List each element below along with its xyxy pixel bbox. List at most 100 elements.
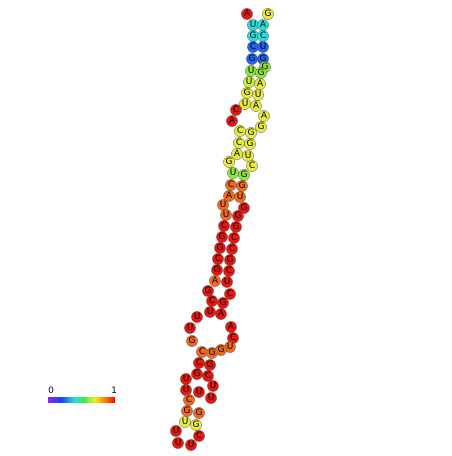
nucleotide-label: C: [229, 244, 235, 254]
nucleotide-label: U: [227, 342, 234, 352]
nucleotide-label: A: [257, 79, 264, 89]
nucleotide-label: A: [253, 101, 260, 111]
nucleotide: [184, 322, 196, 334]
nucleotide-label: A: [234, 149, 241, 159]
nucleotide-label: U: [210, 381, 217, 391]
nucleotide: [193, 430, 205, 442]
nucleotide: [262, 8, 274, 20]
nucleotide-label: U: [183, 374, 190, 384]
nucleotide-label: U: [242, 99, 249, 109]
nucleotide-label: C: [230, 333, 236, 343]
nucleotide-label: C: [226, 266, 232, 276]
nucleotide-label: G: [235, 211, 242, 221]
nucleotide-label: U: [207, 307, 214, 317]
nucleotide-label: G: [244, 88, 251, 98]
nucleotide: [241, 8, 253, 20]
nucleotide-label: G: [217, 243, 224, 253]
nucleotide-label: A: [228, 322, 235, 332]
nucleotide-label: C: [196, 358, 202, 368]
nucleotide-label: U: [223, 210, 230, 220]
nucleotide-label: G: [194, 369, 201, 379]
nucleotide-label: A: [261, 111, 268, 121]
nucleotide: [202, 285, 214, 297]
nucleotide-label: G: [205, 286, 212, 296]
nucleotide: [255, 121, 267, 133]
nucleotide-label: G: [247, 139, 254, 149]
nucleotide-label: G: [265, 9, 272, 19]
nucleotide: [193, 407, 205, 419]
nucleotide: [170, 425, 182, 437]
nucleotide-label: G: [262, 62, 269, 72]
nucleotide-label: G: [226, 157, 233, 167]
nucleotide: [257, 41, 269, 53]
nucleotide-label: A: [218, 309, 225, 319]
nucleotide: [190, 419, 202, 431]
nucleotide-label: U: [183, 385, 190, 395]
nucleotide-label: G: [214, 265, 221, 275]
nucleotide-label: U: [230, 168, 237, 178]
nucleotide-label: U: [196, 387, 203, 397]
nucleotide: [215, 344, 227, 356]
nucleotide-label: C: [199, 347, 205, 357]
nucleotide-label: U: [194, 312, 201, 322]
nucleotide-label: G: [241, 170, 248, 180]
nucleotide: [185, 439, 197, 451]
nucleotide-label: U: [237, 192, 244, 202]
nucleotide: [202, 370, 214, 382]
nucleotide-label: C: [250, 42, 256, 52]
nucleotide: [172, 437, 184, 449]
nucleotide-label: C: [221, 221, 227, 231]
nucleotide-label: U: [188, 440, 195, 450]
nucleotide-label: C: [260, 31, 266, 41]
nucleotide-label: U: [250, 20, 257, 30]
nucleotide-label: G: [239, 181, 246, 191]
nucleotide: [234, 191, 246, 203]
nucleotide-label: C: [249, 161, 255, 171]
nucleotide-label: U: [246, 77, 253, 87]
nucleotide-label: A: [260, 20, 267, 30]
nucleotide: [250, 100, 262, 112]
nucleotide-label: G: [218, 345, 225, 355]
nucleotide-label: G: [196, 408, 203, 418]
nucleotide-label: U: [208, 393, 215, 403]
nucleotide-label: U: [173, 426, 180, 436]
nucleotide-label: C: [209, 296, 215, 306]
nucleotide-label: G: [258, 122, 265, 132]
nucleotide-label: G: [260, 54, 267, 64]
nucleotide-label: G: [219, 232, 226, 242]
nucleotide-label: U: [245, 151, 252, 161]
nucleotide-label: G: [184, 406, 191, 416]
nucleotide: [226, 115, 238, 127]
nucleotide: [224, 288, 236, 300]
nucleotide-label: G: [193, 420, 200, 430]
nucleotide-label: G: [233, 222, 240, 232]
colorbar-max: 1: [111, 386, 117, 396]
nucleotide: [215, 308, 227, 320]
nucleotide-label: G: [189, 336, 196, 346]
nucleotide: [179, 416, 191, 428]
nucleotide-label: G: [241, 203, 248, 213]
nucleotide-label: C: [205, 371, 211, 381]
nucleotide-label: G: [258, 68, 265, 78]
nucleotide: [193, 386, 205, 398]
nucleotide-label: G: [248, 128, 255, 138]
nucleotide-label: C: [227, 289, 233, 299]
nucleotide: [207, 380, 219, 392]
nucleotide-label: U: [175, 438, 182, 448]
nucleotide-label: A: [244, 9, 251, 19]
nucleotide: [242, 150, 254, 162]
nucleotide-label: A: [226, 191, 233, 201]
nucleotide-label: U: [182, 417, 189, 427]
nucleotide: [191, 311, 203, 323]
nucleotide-label: C: [228, 180, 234, 190]
nucleotide: [223, 156, 235, 168]
nucleotide: [244, 138, 256, 150]
nucleotide-label: A: [229, 116, 236, 126]
nucleotide-label: C: [186, 395, 192, 405]
nucleotide-label: C: [236, 138, 242, 148]
nucleotide: [230, 104, 242, 116]
nucleotide: [209, 275, 221, 287]
nucleotide-label: C: [237, 126, 243, 136]
nucleotide-label: G: [207, 360, 214, 370]
colorbar-min: 0: [48, 386, 54, 396]
